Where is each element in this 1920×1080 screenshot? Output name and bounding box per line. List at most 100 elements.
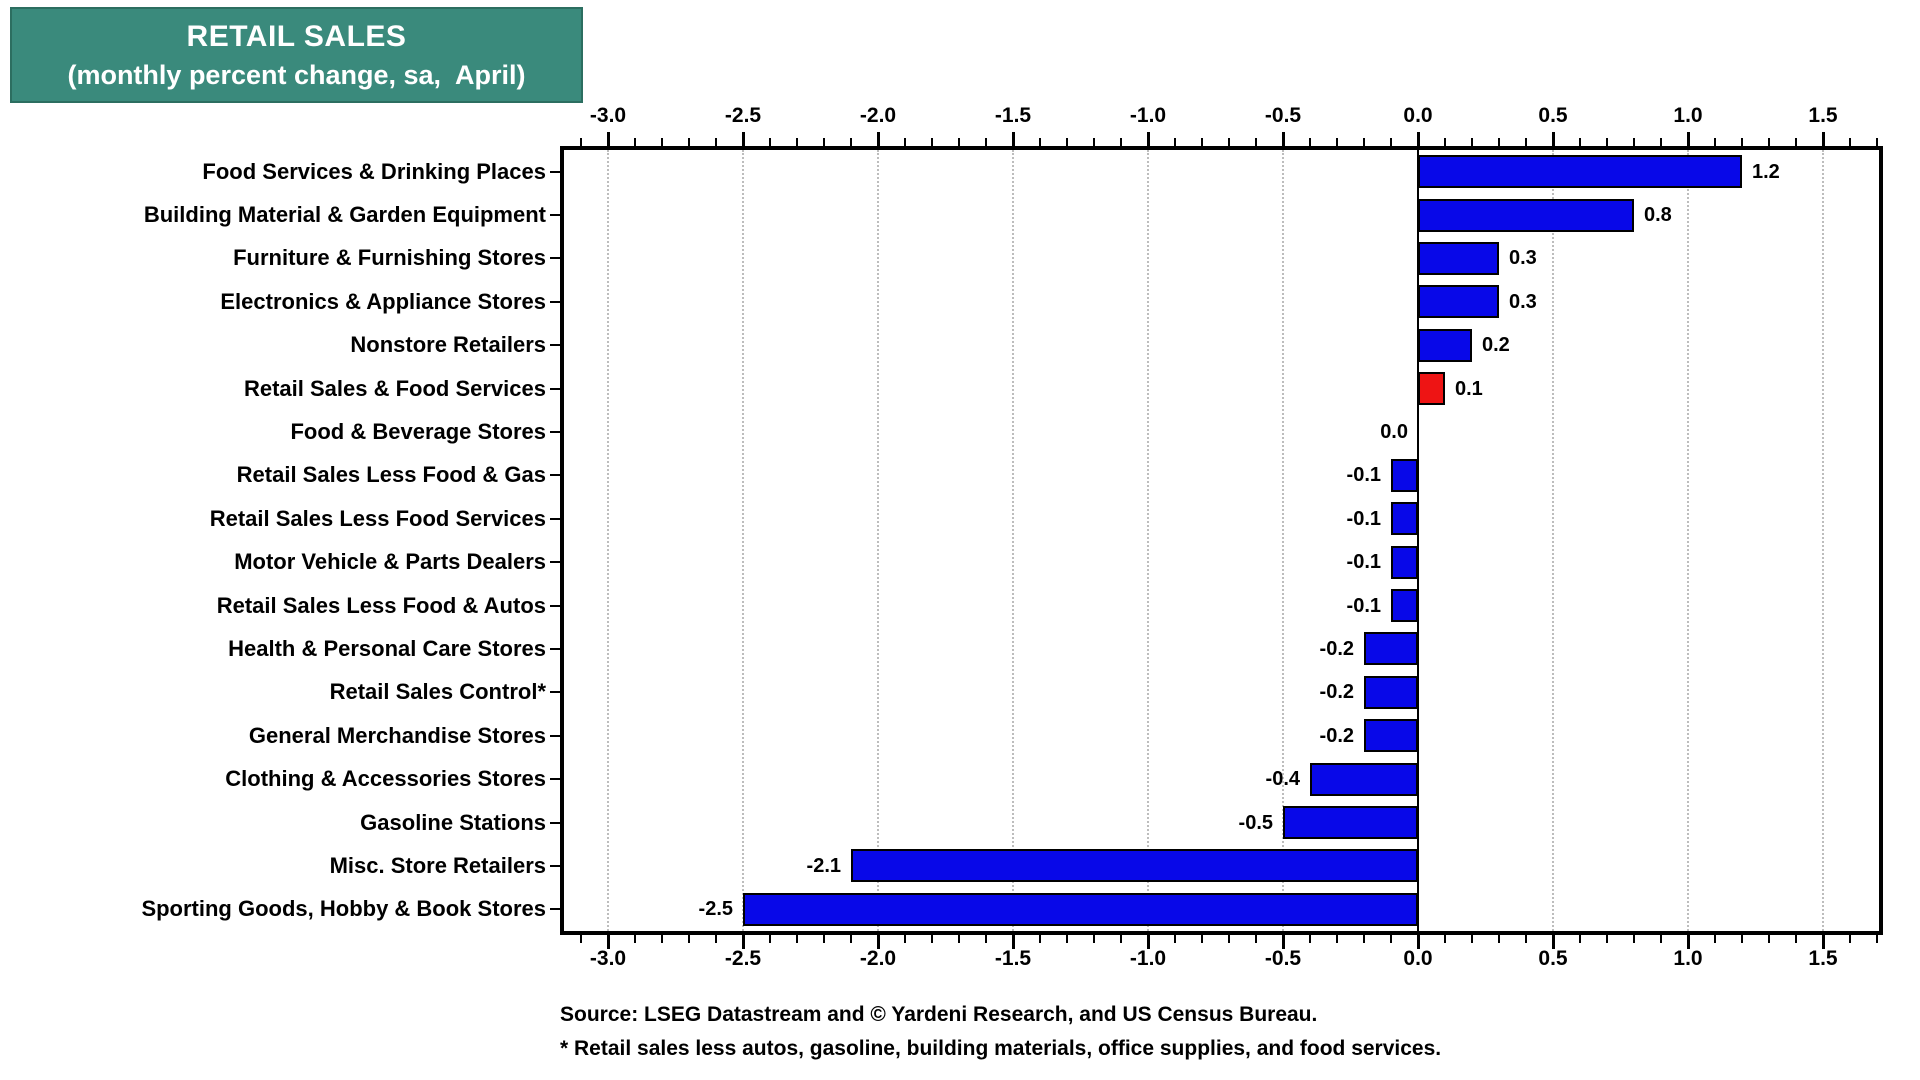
bar-positive (1418, 198, 1634, 232)
category-label: Nonstore Retailers (350, 332, 546, 358)
x-axis-tick-bottom (1444, 935, 1446, 943)
x-axis-tick-top (1255, 138, 1257, 146)
x-axis-label-bottom: -2.5 (724, 947, 762, 970)
x-axis-tick-top (1633, 138, 1635, 146)
category-tick (550, 864, 560, 867)
x-axis-tick-top (1741, 138, 1743, 146)
x-axis-tick-bottom (1282, 935, 1285, 949)
category-label: Furniture & Furnishing Stores (233, 245, 546, 271)
x-axis-label-bottom: 1.0 (1673, 947, 1703, 970)
category-label: Retail Sales Less Food Services (209, 505, 546, 531)
x-axis-tick-bottom (1120, 935, 1122, 943)
bar-positive (1418, 241, 1499, 275)
x-axis-label-top: 0.0 (1403, 104, 1433, 127)
plot-area (560, 146, 1883, 935)
x-axis-label-bottom: -0.5 (1264, 947, 1302, 970)
source-text: Source: LSEG Datastream and © Yardeni Re… (560, 1003, 1318, 1026)
value-label: -2.1 (806, 854, 841, 877)
x-axis-tick-bottom (1498, 935, 1500, 943)
category-tick (550, 344, 560, 347)
bar-negative (1391, 545, 1418, 579)
category-tick (550, 517, 560, 520)
x-axis-label-top: -2.0 (859, 104, 897, 127)
x-axis-tick-bottom (1525, 935, 1527, 943)
x-axis-tick-bottom (1066, 935, 1068, 943)
x-axis-tick-top (1552, 132, 1555, 146)
x-axis-tick-bottom (1633, 935, 1635, 943)
category-label: Building Material & Garden Equipment (143, 202, 546, 228)
x-axis-tick-bottom (1714, 935, 1716, 943)
value-label: 1.2 (1752, 160, 1780, 183)
gridline (1282, 150, 1284, 931)
x-axis-tick-bottom (1039, 935, 1041, 943)
x-axis-tick-top (715, 138, 717, 146)
x-axis-tick-bottom (1606, 935, 1608, 943)
x-axis-tick-top (634, 138, 636, 146)
x-axis-tick-top (1363, 138, 1365, 146)
x-axis-label-bottom: 0.0 (1403, 947, 1433, 970)
value-label: -0.5 (1238, 811, 1273, 834)
bar-positive (1418, 328, 1472, 362)
x-axis-tick-top (769, 138, 771, 146)
category-label: Retail Sales Less Food & Autos (216, 592, 546, 618)
x-axis-tick-top (1444, 138, 1446, 146)
x-axis-tick-bottom (1579, 935, 1581, 943)
x-axis-tick-bottom (607, 935, 610, 949)
x-axis-tick-top (580, 138, 582, 146)
category-tick (550, 821, 560, 824)
x-axis-tick-top (1579, 138, 1581, 146)
category-tick (550, 431, 560, 434)
gridline (1147, 150, 1149, 931)
category-label: Retail Sales Control* (329, 679, 546, 705)
x-axis-tick-top (877, 132, 880, 146)
value-label: -2.5 (698, 898, 733, 921)
x-axis-tick-bottom (715, 935, 717, 943)
category-label: Retail Sales Less Food & Gas (236, 462, 546, 488)
category-label: Misc. Store Retailers (329, 852, 546, 878)
x-axis-tick-top (1228, 138, 1230, 146)
category-label: Health & Personal Care Stores (228, 635, 546, 661)
value-label: 0.3 (1509, 247, 1537, 270)
x-axis-tick-top (958, 138, 960, 146)
x-axis-tick-bottom (1255, 935, 1257, 943)
x-axis-tick-bottom (1849, 935, 1851, 943)
category-label: Motor Vehicle & Parts Dealers (234, 549, 546, 575)
x-axis-tick-bottom (1876, 935, 1878, 943)
x-axis-tick-bottom (1390, 935, 1392, 943)
x-axis-tick-top (1471, 138, 1473, 146)
category-tick (550, 214, 560, 217)
bar-negative (1283, 806, 1418, 840)
value-label: 0.3 (1509, 290, 1537, 313)
x-axis-tick-bottom (1309, 935, 1311, 943)
x-axis-label-top: 1.0 (1673, 104, 1703, 127)
x-axis-tick-bottom (1363, 935, 1365, 943)
x-axis-tick-bottom (1768, 935, 1770, 943)
x-axis-tick-top (1417, 132, 1420, 146)
category-label: Food Services & Drinking Places (202, 158, 546, 184)
x-axis-tick-bottom (1147, 935, 1150, 949)
x-axis-label-top: -0.5 (1264, 104, 1302, 127)
category-label: Retail Sales & Food Services (243, 375, 546, 401)
x-axis-tick-top (1309, 138, 1311, 146)
footnote-text: * Retail sales less autos, gasoline, bui… (560, 1037, 1442, 1060)
x-axis-tick-bottom (1687, 935, 1690, 949)
x-axis-tick-top (1201, 138, 1203, 146)
x-axis-tick-top (823, 138, 825, 146)
x-axis-label-top: -1.5 (994, 104, 1032, 127)
bar-positive (1418, 285, 1499, 319)
x-axis-label-top: -2.5 (724, 104, 762, 127)
x-axis-tick-bottom (1174, 935, 1176, 943)
x-axis-tick-top (1822, 132, 1825, 146)
x-axis-tick-top (607, 132, 610, 146)
x-axis-tick-top (1525, 138, 1527, 146)
category-label: Food & Beverage Stores (290, 419, 546, 445)
x-axis-tick-top (1336, 138, 1338, 146)
x-axis-tick-top (1390, 138, 1392, 146)
x-axis-tick-bottom (823, 935, 825, 943)
value-label: -0.1 (1346, 594, 1381, 617)
x-axis-tick-top (1066, 138, 1068, 146)
x-axis-tick-bottom (877, 935, 880, 949)
value-label: -0.2 (1319, 681, 1354, 704)
x-axis-tick-top (1282, 132, 1285, 146)
